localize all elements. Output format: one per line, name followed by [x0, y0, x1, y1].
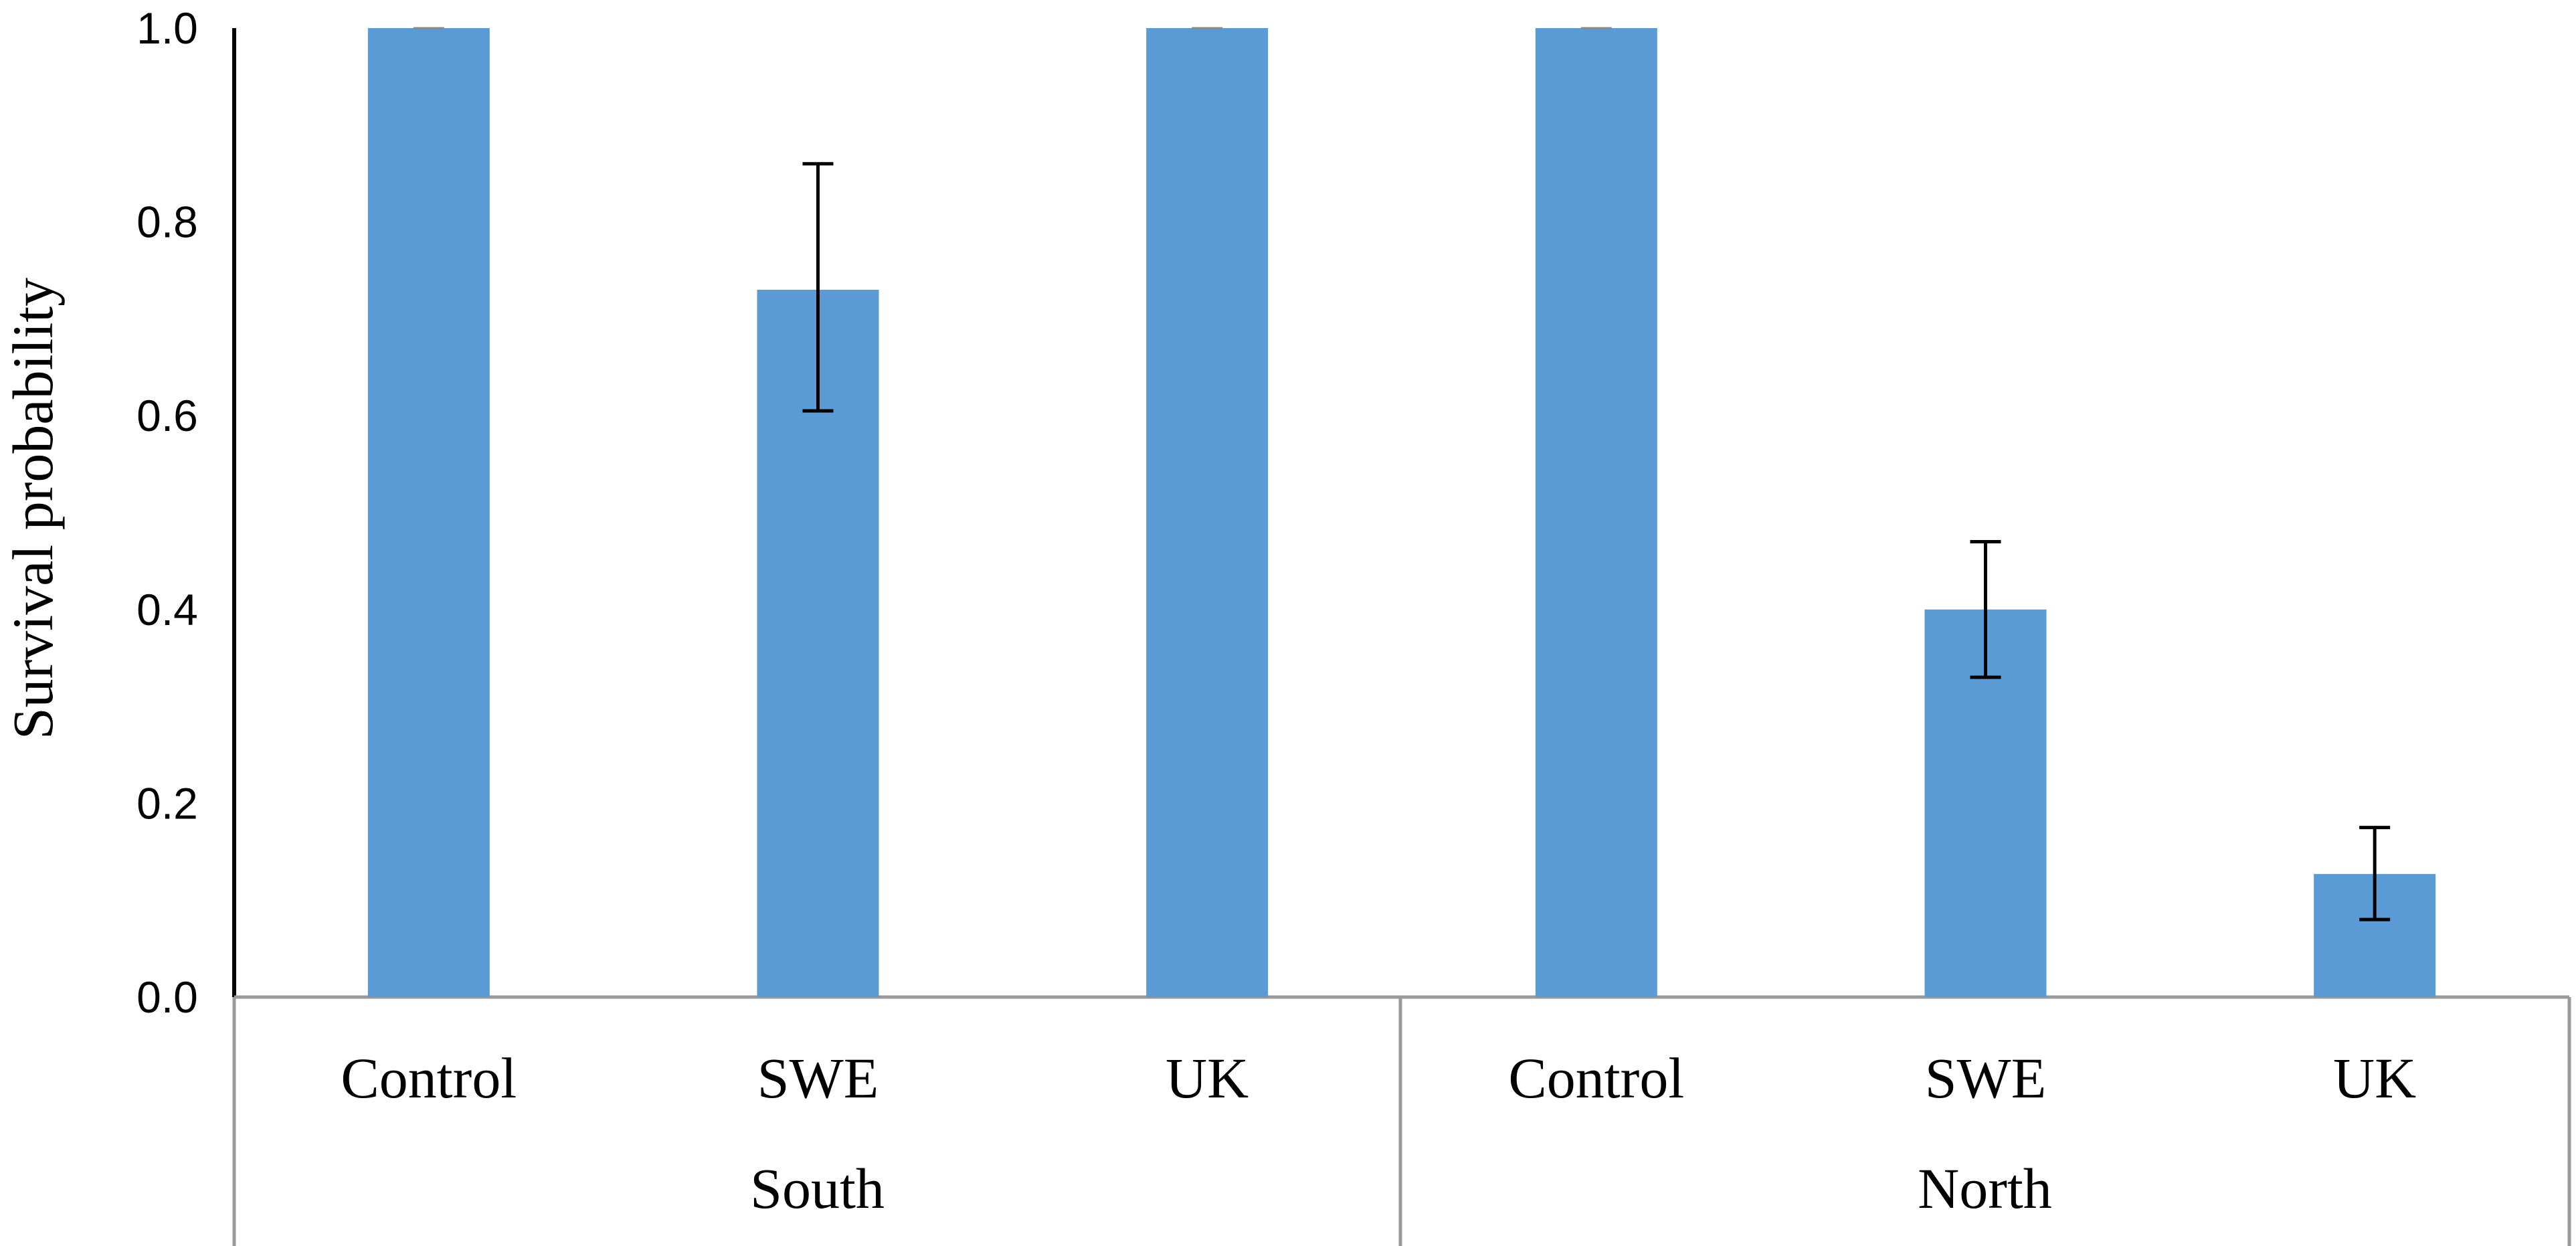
- x-group-label: South: [750, 1156, 885, 1221]
- y-tick-label: 0.6: [136, 391, 198, 440]
- x-category-label: UK: [2333, 1046, 2416, 1110]
- y-tick-label: 1.0: [136, 3, 198, 53]
- x-category-label: SWE: [1925, 1046, 2047, 1110]
- y-tick-label: 0.8: [136, 197, 198, 247]
- bars: [367, 28, 2436, 998]
- y-tick-label: 0.0: [136, 972, 198, 1022]
- bar: [1146, 28, 1269, 997]
- bar: [1535, 28, 1657, 997]
- error-bars: [413, 27, 2391, 921]
- y-axis-title: Survival probability: [1, 278, 65, 739]
- x-group-label: North: [1918, 1156, 2052, 1221]
- axes: [232, 28, 2571, 1246]
- x-category-label: UK: [1166, 1046, 1249, 1110]
- y-tick-label: 0.4: [136, 585, 198, 634]
- bar: [367, 28, 490, 997]
- labels: 0.0 0.2 0.4 0.6 0.8 1.0 Control SWE UK South Contr…: [136, 3, 2416, 1221]
- y-tick-label: 0.2: [136, 778, 198, 828]
- x-category-label: SWE: [757, 1046, 879, 1110]
- x-category-label: Control: [341, 1046, 517, 1110]
- x-category-label: Control: [1508, 1046, 1684, 1110]
